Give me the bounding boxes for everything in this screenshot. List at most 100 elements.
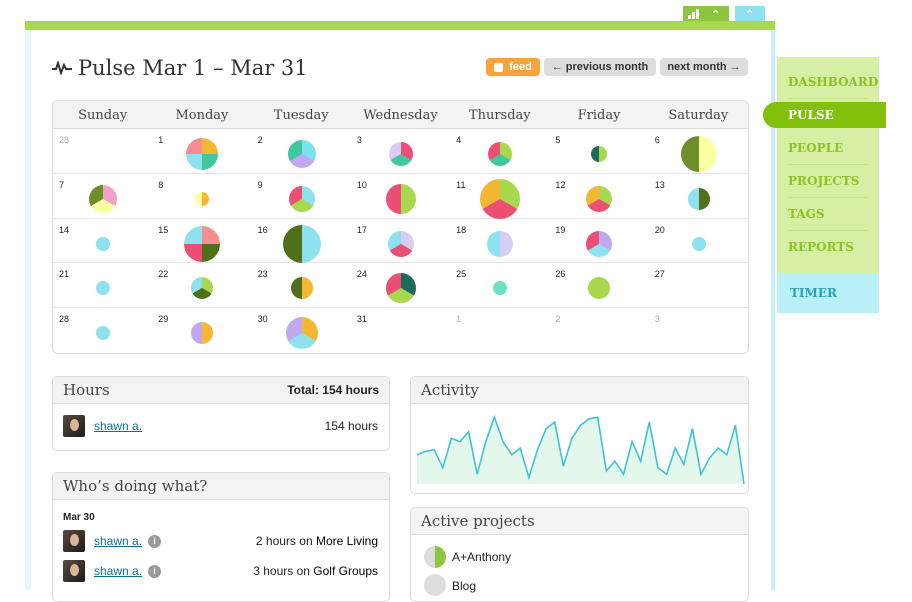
calendar-day-number: 13 [654,180,665,191]
day-pie-chart[interactable] [191,277,214,300]
calendar-day-cell[interactable]: 8 [152,174,251,217]
nav-tags[interactable]: TAGS [788,198,868,231]
calendar-day-cell[interactable]: 4 [450,129,549,173]
day-pie-chart[interactable] [687,188,710,211]
calendar-day-cell[interactable]: 28 [53,308,152,351]
nav-people[interactable]: PEOPLE [788,132,868,165]
user-link[interactable]: shawn a. [94,419,143,433]
projects-panel-header: Active projects [411,508,748,535]
activity-date: Mar 30 [63,512,95,523]
calendar-day-cell[interactable]: 1 [450,308,549,351]
nav-pulse-active[interactable]: PULSE [763,102,886,128]
day-pie-chart[interactable] [89,185,117,214]
calendar-day-number: 2 [257,135,263,145]
projects-title: Active projects [421,512,535,530]
calendar-week: 14 15 16 17 18 19 20 [53,217,748,263]
calendar-day-cell[interactable]: 26 [549,263,648,306]
sidebar-nav: DASHBOARD PEOPLE PROJECTS TAGS REPORTS [777,57,879,313]
day-pie-chart[interactable] [488,142,513,166]
nav-timer[interactable]: TIMER [777,273,879,313]
calendar-day-cell[interactable]: 29 [152,308,251,351]
activity-project[interactable]: More Living [315,534,378,548]
nav-projects[interactable]: PROJECTS [788,165,868,198]
project-name[interactable]: Blog [452,579,477,593]
day-pie-chart[interactable] [586,230,613,257]
day-pie-chart[interactable] [480,179,521,220]
calendar-day-cell[interactable]: 18 [450,219,549,262]
day-pie-chart[interactable] [591,146,608,162]
activity-project[interactable]: Golf Groups [313,564,378,578]
calendar-day-cell[interactable]: 5 [549,129,648,173]
calendar-day-number: 22 [158,269,169,280]
calendar-day-cell[interactable]: 24 [351,263,450,306]
calendar-day-cell[interactable]: 2 [252,129,351,173]
feed-button[interactable]: feed [486,58,540,76]
calendar-day-cell[interactable]: 19 [549,219,648,262]
day-pie-chart[interactable] [96,236,110,251]
calendar-day-cell[interactable]: 25 [450,263,549,306]
day-pie-chart[interactable] [588,277,611,300]
calendar-week: 28 1 2 3 4 5 6 [53,129,748,173]
calendar-day-cell[interactable]: 3 [351,129,450,173]
day-pie-chart[interactable] [288,186,315,213]
day-pie-chart[interactable] [387,230,414,257]
day-pie-chart[interactable] [184,225,221,262]
calendar-day-cell[interactable]: 3 [649,308,748,351]
day-pie-chart[interactable] [96,325,110,340]
day-pie-chart[interactable] [282,224,321,263]
day-pie-chart[interactable] [680,136,717,172]
day-pie-chart[interactable] [195,192,210,207]
calendar-day-cell[interactable]: 12 [549,174,648,217]
day-pie-chart[interactable] [691,236,706,251]
calendar-day-cell[interactable]: 11 [450,174,549,220]
day-pie-chart[interactable] [287,140,316,168]
weekday-thursday: Thursday [468,108,531,123]
calendar-day-cell[interactable]: 7 [53,174,152,217]
day-pie-chart[interactable] [487,230,514,257]
calendar-day-cell[interactable]: 22 [152,263,251,306]
info-icon[interactable]: i [148,535,161,548]
calendar-day-cell[interactable]: 17 [351,219,450,262]
calendar-day-cell[interactable]: 2 [549,308,648,351]
calendar-day-cell[interactable]: 21 [53,263,152,306]
calendar-day-cell[interactable]: 15 [152,219,251,262]
nav-dashboard[interactable]: DASHBOARD [788,66,878,99]
calendar-day-cell[interactable]: 9 [252,174,351,217]
nav-reports[interactable]: REPORTS [788,240,854,254]
day-pie-chart[interactable] [385,184,416,215]
next-month-button[interactable]: next month → [660,58,748,76]
calendar-day-number: 23 [257,269,268,280]
calendar-day-cell[interactable]: 16 [252,219,351,263]
day-pie-chart[interactable] [285,316,318,349]
calendar-day-cell[interactable]: 14 [53,219,152,262]
day-pie-chart[interactable] [385,273,416,304]
page-title-text: Pulse Mar 1 – Mar 31 [78,56,308,80]
previous-month-button[interactable]: ← previous month [544,58,656,76]
calendar-day-number: 1 [456,313,462,324]
calendar-day-cell[interactable]: 20 [649,219,748,262]
collapse-button[interactable]: ⌃ [735,6,765,22]
calendar-day-cell[interactable]: 31 [351,308,450,351]
user-link[interactable]: shawn a. [94,564,143,578]
calendar-day-cell[interactable]: 13 [649,174,748,217]
project-name[interactable]: A+Anthony [452,550,512,564]
calendar-day-cell[interactable]: 23 [252,263,351,306]
day-pie-chart[interactable] [186,138,219,170]
day-pie-chart[interactable] [586,186,613,213]
calendar-day-cell[interactable]: 30 [252,308,351,351]
calendar-day-cell[interactable]: 28 [53,129,152,173]
calendar: Sunday Monday Tuesday Wednesday Thursday… [52,100,749,354]
day-pie-chart[interactable] [191,321,214,344]
calendar-day-cell[interactable]: 6 [649,129,748,173]
stats-toggle-button[interactable]: ⌃ [683,6,729,22]
calendar-day-cell[interactable]: 1 [152,129,251,173]
day-pie-chart[interactable] [290,277,313,300]
info-icon[interactable]: i [148,565,161,578]
user-link[interactable]: shawn a. [94,534,143,548]
day-pie-chart[interactable] [493,281,508,296]
day-pie-chart[interactable] [388,142,413,166]
calendar-day-cell[interactable]: 27 [649,263,748,306]
day-pie-chart[interactable] [96,281,110,296]
calendar-day-cell[interactable]: 10 [351,174,450,217]
calendar-day-number: 2 [555,313,561,324]
